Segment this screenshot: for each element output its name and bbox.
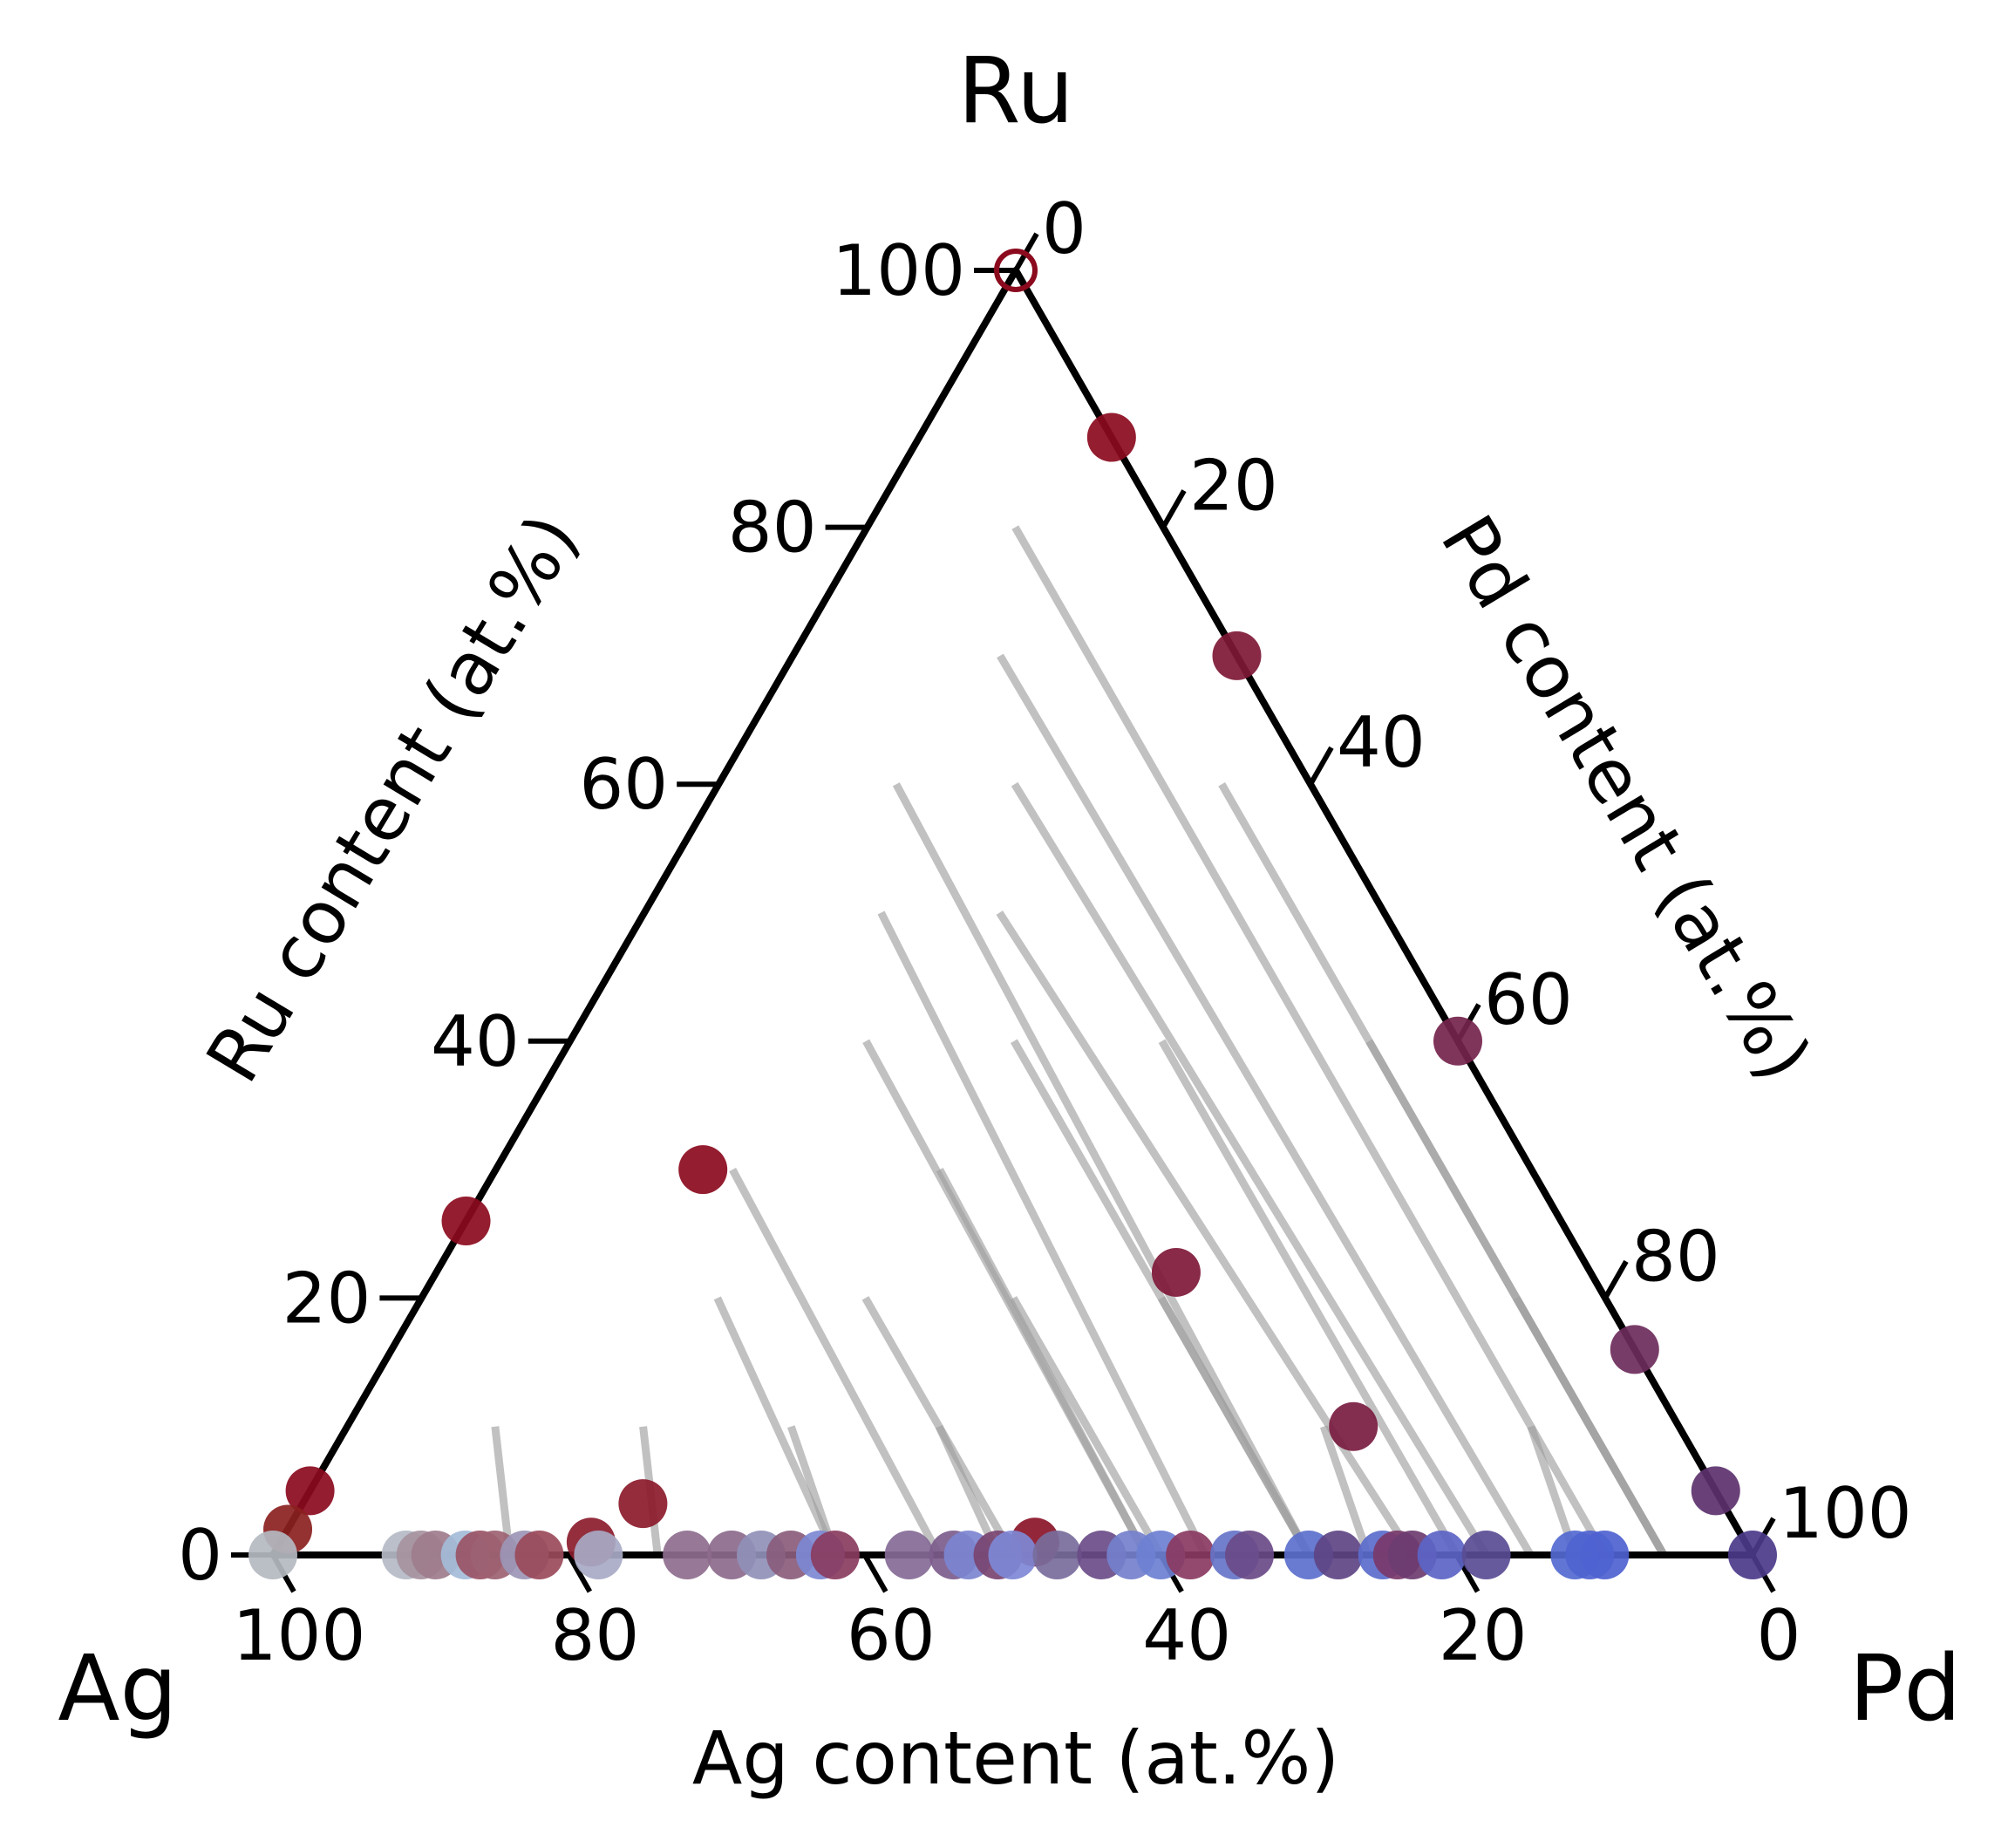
corner-label-right: Pd	[1849, 1635, 1962, 1742]
bottom-tick-label-0: 0	[1757, 1595, 1801, 1676]
data-point-36	[988, 1531, 1038, 1579]
data-point-32	[884, 1531, 934, 1579]
data-point-0	[994, 249, 1038, 292]
corner-label-left: Ag	[58, 1635, 177, 1742]
right-tick-label-40: 40	[1337, 702, 1426, 783]
left-tick-label-40: 40	[431, 1001, 520, 1082]
right-tick-label-60: 60	[1484, 959, 1573, 1040]
data-point-25	[574, 1531, 623, 1579]
bottom-tick-60	[862, 1553, 888, 1593]
right-tick-40	[1308, 746, 1334, 786]
tieline-16	[1157, 1296, 1312, 1558]
tieline-12	[936, 1167, 1150, 1558]
tieline-2	[1513, 1296, 1668, 1558]
tieline-10	[1158, 1039, 1460, 1558]
data-point-3	[1433, 1016, 1482, 1066]
right-tick-label-20: 20	[1189, 446, 1278, 527]
data-point-26	[663, 1531, 712, 1579]
data-point-49	[1417, 1531, 1467, 1579]
data-point-5	[1691, 1466, 1740, 1516]
triangle-outline	[269, 267, 1756, 1558]
data-point-7	[441, 1197, 491, 1246]
bottom-tick-label-60: 60	[847, 1595, 936, 1676]
data-point-8	[285, 1466, 335, 1516]
axis-label-left: Ru content (at.%)	[190, 500, 596, 1096]
data-point-31	[810, 1531, 860, 1579]
tieline-17	[1010, 1296, 1165, 1558]
data-point-53	[1580, 1531, 1630, 1579]
left-tick-label-80: 80	[728, 488, 817, 569]
right-tick-20	[1161, 489, 1187, 529]
data-point-11	[678, 1145, 728, 1195]
tieline-5	[1011, 781, 1490, 1558]
tieline-23	[1319, 1425, 1372, 1557]
right-tick-label-0: 0	[1042, 188, 1086, 269]
data-point-14	[618, 1479, 668, 1529]
data-point-4	[1610, 1325, 1659, 1374]
bottom-tick-label-40: 40	[1142, 1595, 1231, 1676]
data-point-6	[1728, 1531, 1777, 1579]
data-point-37	[1032, 1531, 1082, 1579]
tieline-layer	[491, 525, 1668, 1558]
right-tick-label-100: 100	[1779, 1473, 1912, 1554]
tieline-13	[729, 1167, 943, 1558]
data-point-1	[1086, 413, 1136, 462]
data-point-50	[1461, 1531, 1511, 1579]
left-tick-label-100: 100	[832, 230, 965, 311]
bottom-tick-80	[566, 1553, 593, 1593]
data-point-43	[1225, 1531, 1275, 1579]
left-tick-label-60: 60	[579, 744, 668, 825]
tieline-8	[877, 910, 1209, 1558]
corner-label-top: Ru	[957, 38, 1074, 144]
data-point-41	[1166, 1531, 1215, 1579]
bottom-tick-label-100: 100	[233, 1595, 366, 1676]
bottom-tick-label-80: 80	[551, 1595, 640, 1676]
data-point-45	[1313, 1531, 1363, 1579]
tieline-9	[892, 782, 1312, 1558]
data-point-24	[514, 1531, 564, 1579]
axis-label-bottom: Ag content (at.%)	[692, 1715, 1339, 1801]
right-tick-label-80: 80	[1631, 1216, 1720, 1297]
left-tick-label-20: 20	[283, 1258, 371, 1339]
data-point-12	[1151, 1247, 1201, 1297]
triangle-frame	[269, 267, 1756, 1558]
tieline-4	[997, 653, 1535, 1558]
tieline-3	[1011, 525, 1609, 1558]
tieline-21	[491, 1426, 514, 1556]
right-tick-80	[1603, 1259, 1629, 1299]
point-layer	[248, 249, 1777, 1579]
data-point-10	[248, 1531, 297, 1579]
tieline-14	[713, 1296, 839, 1557]
bottom-tick-label-20: 20	[1439, 1595, 1528, 1676]
data-point-13	[1329, 1401, 1379, 1451]
left-tick-label-0: 0	[178, 1515, 222, 1596]
data-point-2	[1212, 631, 1262, 680]
